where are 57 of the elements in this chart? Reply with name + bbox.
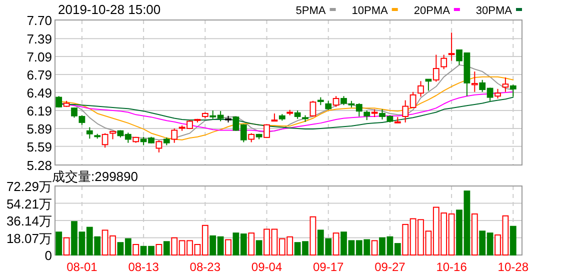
x-tick-label: 10-16 <box>436 260 468 274</box>
bar <box>332 232 340 256</box>
chart-subtitle: 2019-10-28 15:00 <box>58 2 161 17</box>
candlestick <box>502 77 509 92</box>
x-tick-label: 10-28 <box>498 260 529 274</box>
x-tick-label: 08-23 <box>190 260 221 274</box>
bar <box>132 244 140 256</box>
candlestick <box>332 96 340 108</box>
y-tick-label: 7.09 <box>26 50 52 65</box>
x-tick-label: 09-17 <box>313 260 344 274</box>
candlestick <box>171 128 178 144</box>
y-tick-label: 54.21万 <box>6 196 52 212</box>
candlestick <box>510 84 516 98</box>
y-tick-label: 0 <box>44 248 52 263</box>
y-tick-label: 18.07万 <box>6 230 52 246</box>
bar <box>56 232 62 256</box>
candlestick <box>440 54 448 70</box>
candlestick <box>448 32 455 62</box>
x-tick-label: 08-01 <box>66 260 98 274</box>
candlestick <box>432 54 440 82</box>
legend-label: 5PMA <box>296 5 326 17</box>
x-tick-label: 08-13 <box>128 260 160 274</box>
y-tick-label: 7.70 <box>26 13 52 28</box>
y-tick-label: 36.14万 <box>6 214 52 229</box>
bar <box>471 213 478 256</box>
bar <box>156 244 162 256</box>
candlestick <box>56 96 62 108</box>
y-tick-label: 7.39 <box>26 32 52 47</box>
x-tick-label: 09-04 <box>251 260 282 274</box>
bar <box>510 226 516 256</box>
x-tick-label: 09-27 <box>374 260 406 274</box>
bar <box>248 232 255 256</box>
bar <box>310 216 316 256</box>
y-tick-label: 6.49 <box>26 86 52 100</box>
y-tick-label: 5.28 <box>26 158 52 173</box>
y-tick-label: 72.29万 <box>6 179 52 194</box>
bar <box>63 237 70 256</box>
legend-label: 30PMA <box>476 5 513 17</box>
bar <box>256 240 262 256</box>
bar <box>163 241 170 256</box>
bar <box>371 240 378 256</box>
candlestick <box>156 140 162 153</box>
y-tick-label: 6.79 <box>26 68 52 83</box>
candlestick <box>418 80 424 98</box>
legend-label: 20PMA <box>414 5 451 17</box>
candlestick <box>364 110 370 121</box>
y-tick-label: 6.19 <box>26 103 52 118</box>
candlestick <box>102 132 108 148</box>
candlestick <box>310 100 316 117</box>
candlestick <box>86 126 93 140</box>
candlestick <box>471 71 478 92</box>
candlestick <box>494 88 501 99</box>
legend-label: 10PMA <box>352 5 388 17</box>
chart-title: 成交量:299890 <box>52 169 138 184</box>
bar <box>225 239 232 256</box>
y-tick-label: 5.59 <box>26 139 52 154</box>
y-tick-label: 5.89 <box>26 121 52 136</box>
